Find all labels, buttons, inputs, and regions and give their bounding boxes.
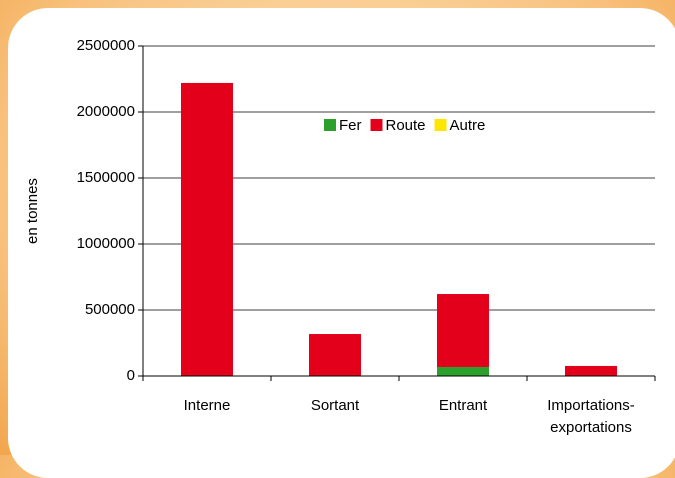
chart-card — [8, 8, 675, 478]
x-tick-label: Sortant — [310, 397, 360, 414]
chart: en tonnes 0 500000 1000000 1500000 2000000 25… — [24, 37, 656, 384]
bar-segment — [309, 334, 361, 376]
legend-swatch — [324, 119, 336, 131]
bar-segment — [565, 365, 617, 376]
legend-label: Route — [386, 117, 426, 134]
y-tick-label: 2000000 — [77, 103, 135, 120]
bar-segment — [181, 82, 233, 377]
legend-swatch — [370, 119, 383, 131]
x-tick-label: Entrant — [438, 397, 488, 414]
y-axis-label: en tonnes — [24, 178, 41, 244]
legend-label: Fer — [339, 117, 362, 134]
bar-segment — [437, 294, 489, 368]
legend-swatch — [434, 119, 447, 131]
y-tick-label: 0 — [127, 367, 135, 384]
y-tick-label: 1000000 — [77, 235, 135, 252]
y-tick-label: 1500000 — [77, 169, 135, 186]
x-tick-label: Importations-exportations — [547, 397, 635, 436]
legend-label: Autre — [450, 117, 486, 134]
page: en tonnes 0 500000 1000000 1500000 2000000 25… — [0, 0, 675, 455]
x-tick-label: Interne — [183, 397, 231, 414]
y-tick-label: 500000 — [85, 301, 135, 318]
bar-segment — [437, 367, 489, 376]
y-tick-label: 2500000 — [77, 37, 135, 54]
